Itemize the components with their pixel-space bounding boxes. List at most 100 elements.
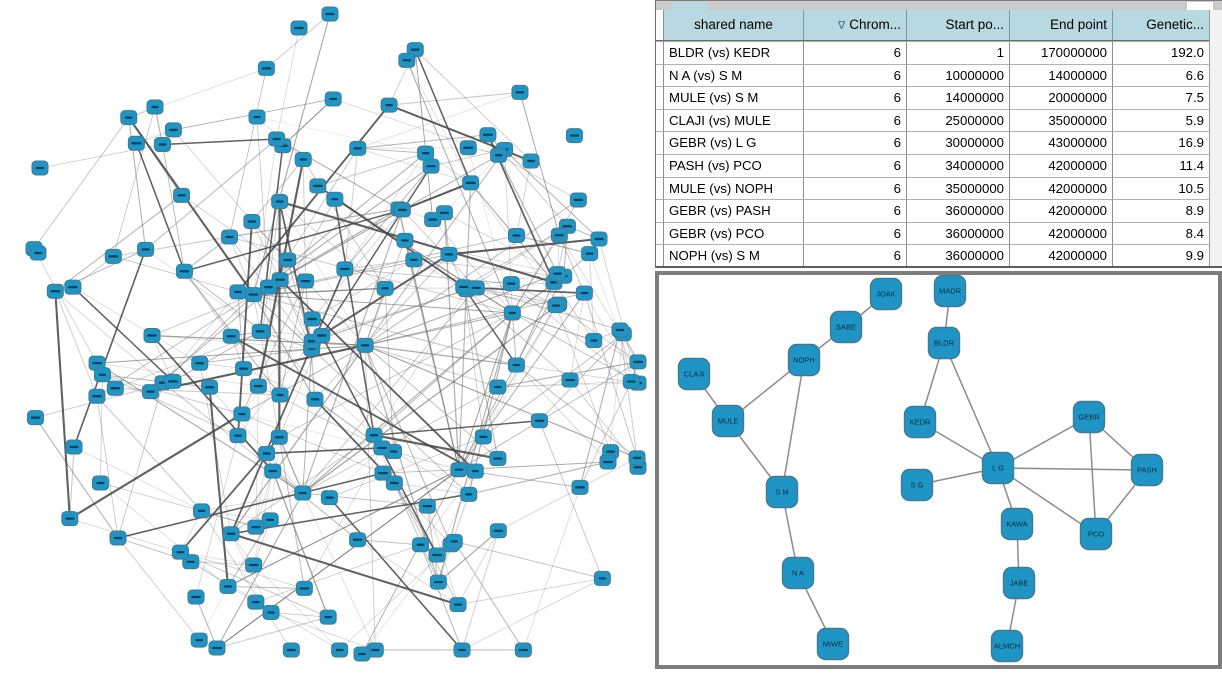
network-node[interactable] bbox=[381, 98, 397, 112]
network-node[interactable] bbox=[413, 538, 429, 552]
network-node[interactable] bbox=[188, 590, 204, 604]
main-network-canvas[interactable] bbox=[0, 0, 650, 669]
network-node[interactable] bbox=[490, 524, 506, 538]
overview-network-node[interactable]: BLDR bbox=[929, 328, 960, 359]
network-node[interactable] bbox=[304, 312, 320, 326]
network-node[interactable] bbox=[191, 633, 207, 647]
network-node[interactable] bbox=[509, 228, 525, 242]
network-node[interactable] bbox=[283, 643, 299, 657]
network-node[interactable] bbox=[566, 129, 582, 143]
network-node[interactable] bbox=[143, 385, 159, 399]
network-node[interactable] bbox=[327, 192, 343, 206]
overview-network-edge[interactable] bbox=[1089, 417, 1096, 534]
network-node[interactable] bbox=[47, 284, 63, 298]
network-node[interactable] bbox=[245, 288, 261, 302]
network-node[interactable] bbox=[234, 407, 250, 421]
network-node[interactable] bbox=[202, 380, 218, 394]
network-node[interactable] bbox=[468, 281, 484, 295]
network-node[interactable] bbox=[258, 61, 274, 75]
network-node[interactable] bbox=[263, 605, 279, 619]
network-node[interactable] bbox=[504, 306, 520, 320]
network-node[interactable] bbox=[461, 487, 477, 501]
overview-network-node[interactable]: MADR bbox=[935, 276, 966, 307]
network-node[interactable] bbox=[419, 499, 435, 513]
network-node[interactable] bbox=[463, 176, 479, 190]
network-node[interactable] bbox=[320, 610, 336, 624]
overview-network-node[interactable]: ALMCH bbox=[992, 631, 1023, 662]
network-node[interactable] bbox=[562, 373, 578, 387]
network-node[interactable] bbox=[252, 324, 268, 338]
overview-network-node[interactable]: CLAJI bbox=[679, 359, 710, 390]
network-node[interactable] bbox=[430, 575, 446, 589]
network-node[interactable] bbox=[249, 110, 265, 124]
network-node[interactable] bbox=[491, 148, 507, 162]
network-node[interactable] bbox=[600, 455, 616, 469]
overview-network-node[interactable]: MIWE bbox=[818, 629, 849, 660]
network-node[interactable] bbox=[441, 247, 457, 261]
network-node[interactable] bbox=[62, 512, 78, 526]
overview-network-node[interactable]: PASH bbox=[1132, 455, 1163, 486]
network-node[interactable] bbox=[128, 136, 144, 150]
network-node[interactable] bbox=[325, 92, 341, 106]
network-node[interactable] bbox=[623, 375, 639, 389]
network-node[interactable] bbox=[272, 195, 288, 209]
overview-network-node[interactable]: SABE bbox=[831, 312, 862, 343]
overview-network-node[interactable]: NOPH bbox=[789, 345, 820, 376]
network-node[interactable] bbox=[165, 374, 181, 388]
network-node[interactable] bbox=[222, 230, 238, 244]
network-node[interactable] bbox=[223, 329, 239, 343]
network-node[interactable] bbox=[570, 193, 586, 207]
network-node[interactable] bbox=[512, 85, 528, 99]
network-node[interactable] bbox=[354, 647, 370, 661]
network-node[interactable] bbox=[446, 534, 462, 548]
overview-network-node[interactable]: S M bbox=[767, 477, 798, 508]
network-node[interactable] bbox=[220, 580, 236, 594]
network-node[interactable] bbox=[259, 446, 275, 460]
filter-icon[interactable]: ∇ bbox=[838, 20, 845, 32]
overview-network-node[interactable]: KEDR bbox=[905, 407, 936, 438]
network-node[interactable] bbox=[154, 138, 170, 152]
network-node[interactable] bbox=[572, 480, 588, 494]
network-node[interactable] bbox=[262, 513, 278, 527]
column-header-2[interactable]: Start po... bbox=[907, 10, 1010, 40]
network-node[interactable] bbox=[418, 146, 434, 160]
overview-network-node[interactable]: PCO bbox=[1081, 519, 1112, 550]
network-node[interactable] bbox=[350, 141, 366, 155]
network-node[interactable] bbox=[310, 179, 326, 193]
network-node[interactable] bbox=[406, 253, 422, 267]
overview-network-node[interactable]: JOAK bbox=[871, 279, 902, 310]
network-node[interactable] bbox=[265, 464, 281, 478]
network-node[interactable] bbox=[174, 188, 190, 202]
network-node[interactable] bbox=[144, 328, 160, 342]
network-node[interactable] bbox=[337, 262, 353, 276]
network-node[interactable] bbox=[460, 141, 476, 155]
overview-network-node[interactable]: JABE bbox=[1004, 568, 1035, 599]
network-node[interactable] bbox=[32, 161, 48, 175]
network-node[interactable] bbox=[503, 277, 519, 291]
network-node[interactable] bbox=[30, 246, 46, 260]
network-node[interactable] bbox=[374, 441, 390, 455]
network-node[interactable] bbox=[425, 213, 441, 227]
network-node[interactable] bbox=[490, 452, 506, 466]
network-node[interactable] bbox=[397, 233, 413, 247]
network-node[interactable] bbox=[582, 247, 598, 261]
network-node[interactable] bbox=[531, 414, 547, 428]
column-header-4[interactable]: Genetic... bbox=[1113, 10, 1210, 40]
network-node[interactable] bbox=[298, 274, 314, 288]
network-node[interactable] bbox=[272, 388, 288, 402]
network-node[interactable] bbox=[172, 545, 188, 559]
overview-network-node[interactable]: GEBR bbox=[1074, 402, 1105, 433]
network-node[interactable] bbox=[246, 558, 262, 572]
network-node[interactable] bbox=[594, 571, 610, 585]
network-node[interactable] bbox=[550, 267, 566, 281]
network-node[interactable] bbox=[280, 253, 296, 267]
network-node[interactable] bbox=[394, 203, 410, 217]
network-node[interactable] bbox=[523, 154, 539, 168]
network-node[interactable] bbox=[271, 430, 287, 444]
